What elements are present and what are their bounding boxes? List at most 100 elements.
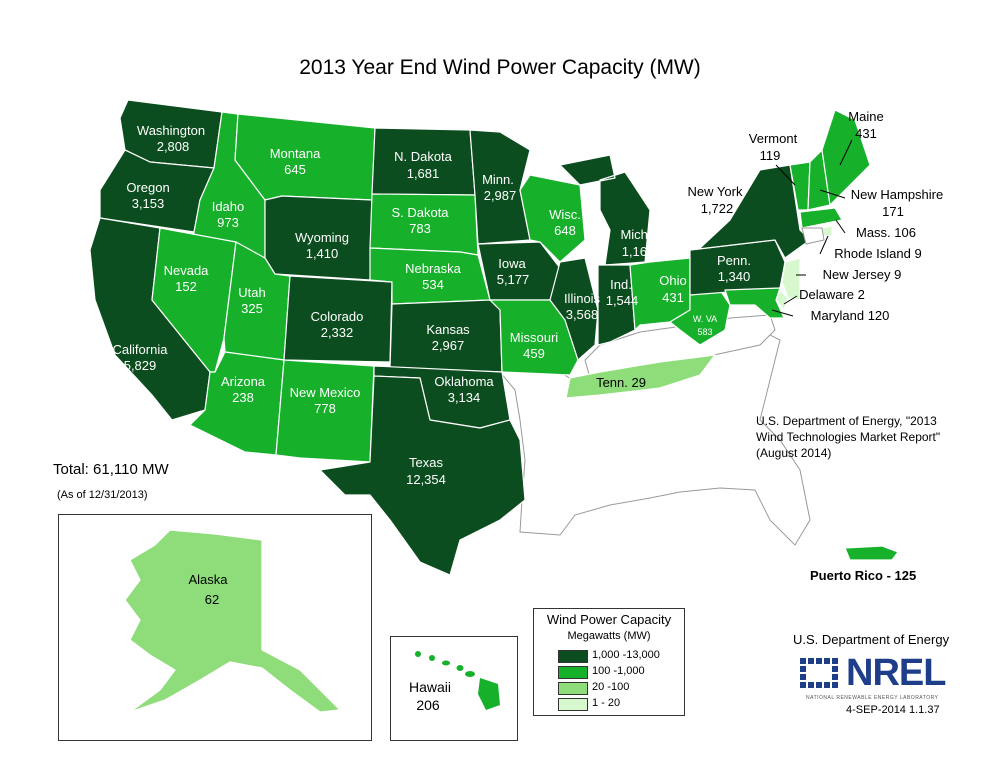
source-note-line-3: (August 2014) (756, 446, 832, 460)
label-delaware: Delaware 2 (799, 287, 865, 302)
state-texas (319, 375, 526, 576)
map-title: 2013 Year End Wind Power Capacity (MW) (299, 56, 701, 79)
label-vermont-name: Vermont (749, 131, 798, 146)
state-maine (821, 109, 871, 206)
label-mich-value: 1,163 (622, 244, 655, 259)
territory-puerto-rico (844, 545, 899, 561)
label-wisc-name: Wisc. (549, 207, 581, 222)
label-missouri-name: Missouri (510, 330, 559, 345)
label-maine-value: 431 (855, 126, 877, 141)
label-oregon-value: 3,153 (132, 196, 165, 211)
label-montana-value: 645 (284, 162, 306, 177)
state-labels-outside: New York 1,722 Vermont 119 Maine 431 New… (188, 109, 943, 713)
label-alaska-value: 62 (205, 592, 219, 607)
label-minn-value: 2,987 (484, 188, 517, 203)
label-penn-value: 1,340 (718, 269, 751, 284)
label-oklahoma-name: Oklahoma (434, 374, 494, 389)
label-california-name: California (113, 342, 169, 357)
label-texas-value: 12,354 (406, 472, 446, 487)
state-mich (559, 154, 651, 266)
state-connecticut-blank (801, 227, 825, 245)
label-illinois-name: Illinois (564, 291, 601, 306)
state-illinois (549, 257, 599, 361)
alaska-inset-frame (58, 514, 372, 741)
state-mass (799, 207, 843, 229)
legend-label: 20 -100 (592, 681, 630, 693)
label-idaho-name: Idaho (212, 199, 245, 214)
state-alaska (124, 529, 341, 713)
label-mich-name: Mich. (620, 227, 651, 242)
label-ind-name: Ind. (610, 277, 632, 292)
label-oklahoma-value: 3,134 (448, 390, 481, 405)
label-washington-name: Washington (137, 123, 205, 138)
state-wisc (519, 174, 586, 263)
label-vermont-value: 119 (760, 148, 781, 163)
state-new-mexico (275, 359, 375, 463)
label-rhode-island: Rhode Island 9 (834, 246, 921, 261)
state-hawaii (415, 651, 500, 710)
doe-footer-label: U.S. Department of Energy (793, 632, 950, 647)
label-w-va-name: W. VA (693, 314, 717, 324)
state-labels: Washington 2,808 Oregon 3,153 California… (113, 123, 751, 487)
label-hawaii-name: Hawaii (409, 679, 451, 695)
label-california-value: 5,829 (124, 358, 157, 373)
label-maine-name: Maine (848, 109, 883, 124)
hawaii-inset-frame (390, 636, 518, 741)
label-penn-name: Penn. (717, 253, 751, 268)
legend-swatch (558, 682, 588, 695)
label-wisc-value: 648 (554, 223, 576, 238)
label-hawaii-value: 206 (416, 697, 440, 713)
label-missouri-value: 459 (523, 346, 545, 361)
state-w-va (669, 289, 731, 346)
label-arizona-value: 238 (232, 390, 254, 405)
label-ohio-name: Ohio (659, 273, 686, 288)
label-nebraska-value: 534 (422, 277, 444, 292)
nrel-wordmark: NREL (846, 652, 946, 694)
label-new-hampshire-name: New Hampshire (851, 187, 943, 202)
nrel-subtitle: NATIONAL RENEWABLE ENERGY LABORATORY (806, 695, 939, 701)
total-capacity: Total: 61,110 MW (53, 461, 169, 478)
legend-label: 1 - 20 (592, 697, 621, 709)
label-new-york-value: 1,722 (701, 201, 734, 216)
legend-swatch (558, 650, 588, 663)
label-kansas-value: 2,967 (432, 338, 465, 353)
label-iowa-name: Iowa (498, 256, 526, 271)
label-nevada-name: Nevada (164, 263, 210, 278)
label-wyoming-value: 1,410 (306, 246, 339, 261)
label-idaho-value: 973 (217, 215, 239, 230)
legend-swatch (558, 666, 588, 679)
state-maryland (724, 287, 785, 319)
as-of-date: (As of 12/31/2013) (57, 489, 148, 501)
label-alaska-name: Alaska (188, 572, 228, 587)
label-kansas-name: Kansas (426, 322, 470, 337)
state-new-jersey (781, 257, 801, 301)
label-washington-value: 2,808 (157, 139, 190, 154)
label-new-hampshire-value: 171 (882, 204, 904, 219)
label-new-york-name: New York (688, 184, 743, 199)
source-note: U.S. Department of Energy, "2013 Wind Te… (756, 413, 956, 461)
label-utah-value: 325 (241, 301, 263, 316)
legend-subtitle: Megawatts (MW) (567, 630, 651, 642)
label-illinois-value: 3,568 (566, 307, 599, 322)
label-colorado-value: 2,332 (321, 325, 354, 340)
source-note-line-2: Wind Technologies Market Report" (756, 430, 941, 444)
label-nevada-value: 152 (175, 279, 197, 294)
label-ind-value: 1,544 (606, 293, 639, 308)
label-wyoming-name: Wyoming (295, 230, 349, 245)
state-iowa (477, 241, 561, 301)
label-oregon-name: Oregon (126, 180, 169, 195)
label-ohio-value: 431 (662, 290, 684, 305)
state-minn (469, 129, 531, 245)
label-texas-name: Texas (409, 455, 443, 470)
label-s-dakota-name: S. Dakota (391, 205, 449, 220)
label-arizona-name: Arizona (221, 374, 266, 389)
legend-label: 100 -1,000 (592, 665, 645, 677)
label-s-dakota-value: 783 (409, 221, 431, 236)
label-minn-name: Minn. (482, 172, 514, 187)
label-new-mexico-name: New Mexico (290, 385, 361, 400)
label-w-va-value: 583 (697, 327, 712, 337)
label-tenn: Tenn. 29 (596, 375, 646, 390)
label-new-jersey: New Jersey 9 (823, 267, 902, 282)
